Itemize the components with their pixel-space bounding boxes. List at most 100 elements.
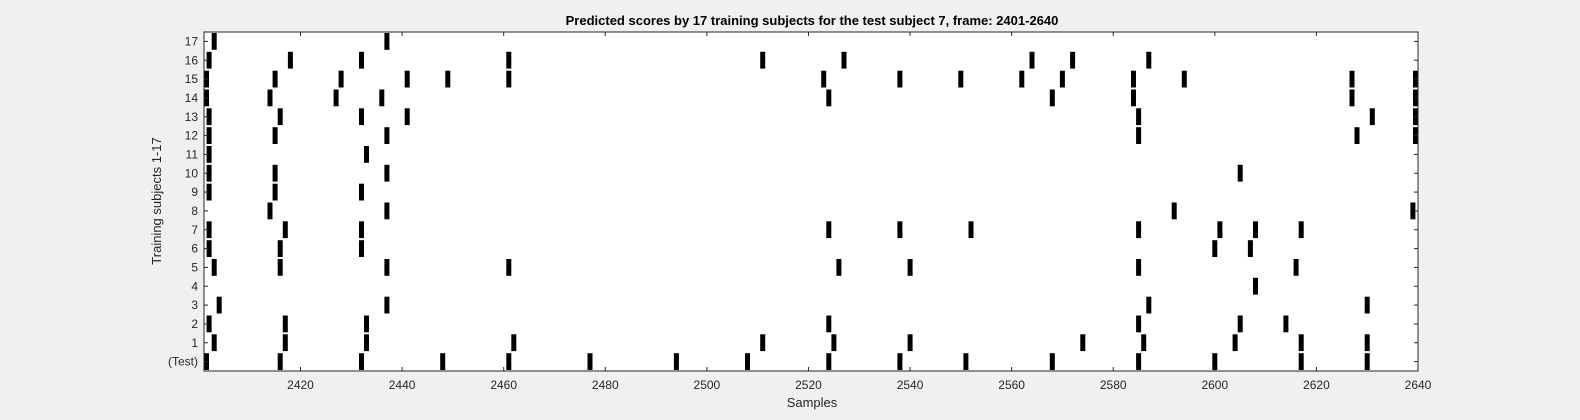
event-mark xyxy=(206,221,212,239)
event-mark xyxy=(897,353,903,370)
y-tick-label: 1 xyxy=(191,336,198,350)
plot-area xyxy=(204,32,1418,371)
event-mark xyxy=(506,353,512,370)
event-mark xyxy=(1049,353,1055,370)
event-mark xyxy=(272,127,278,144)
event-mark xyxy=(506,51,512,69)
event-mark xyxy=(760,334,766,352)
event-mark xyxy=(1131,89,1136,107)
y-axis-label: Training subjects 1-17 xyxy=(149,137,164,264)
event-mark xyxy=(968,221,974,239)
x-axis-label: Samples xyxy=(787,395,838,410)
event-mark xyxy=(384,259,390,276)
event-mark xyxy=(1080,334,1086,352)
event-mark xyxy=(1349,70,1355,88)
x-tick-label: 2500 xyxy=(694,378,721,392)
chart-title: Predicted scores by 17 training subjects… xyxy=(566,13,1059,28)
event-mark xyxy=(359,108,364,126)
x-tick-label: 2540 xyxy=(897,378,924,392)
event-mark xyxy=(1136,315,1142,333)
event-mark xyxy=(760,51,766,69)
event-mark xyxy=(1217,221,1223,239)
y-tick-label: 2 xyxy=(191,317,198,331)
events-layer xyxy=(204,33,1418,370)
y-tick-label: 9 xyxy=(191,185,198,199)
event-mark xyxy=(958,70,964,88)
event-mark xyxy=(826,221,832,239)
event-mark xyxy=(673,353,679,370)
event-mark xyxy=(1253,221,1258,239)
event-mark xyxy=(826,315,832,333)
x-tick-label: 2640 xyxy=(1405,378,1432,392)
event-mark xyxy=(1141,334,1147,352)
event-mark xyxy=(1369,108,1375,126)
event-mark xyxy=(384,127,390,144)
event-mark xyxy=(1049,89,1055,107)
event-mark xyxy=(272,183,278,201)
event-mark xyxy=(440,353,446,370)
event-mark xyxy=(364,146,369,163)
event-mark xyxy=(282,221,288,239)
ticks-layer: 2420 2440 2460 2480 2500 2520 2540 2560 2580 2600… xyxy=(168,32,1432,392)
event-mark xyxy=(359,240,364,257)
event-mark xyxy=(216,296,222,314)
event-mark xyxy=(1237,315,1243,333)
y-tick-label: 10 xyxy=(185,166,199,180)
event-mark xyxy=(841,51,847,69)
y-tick-label: 15 xyxy=(185,72,199,86)
y-tick-label: 4 xyxy=(191,279,198,293)
event-mark xyxy=(384,296,390,314)
event-mark xyxy=(963,353,969,370)
event-mark xyxy=(897,221,903,239)
y-tick-label: 16 xyxy=(185,53,199,67)
y-tick-label: 11 xyxy=(186,147,199,161)
event-mark xyxy=(1349,89,1355,107)
event-mark xyxy=(364,315,369,333)
x-tick-label: 2560 xyxy=(998,378,1025,392)
event-mark xyxy=(897,70,903,88)
event-mark xyxy=(1237,164,1243,182)
event-mark xyxy=(1171,202,1177,220)
event-mark xyxy=(1298,353,1304,370)
event-mark xyxy=(836,259,842,276)
x-tick-label: 2600 xyxy=(1201,378,1228,392)
event-mark xyxy=(826,353,832,370)
event-mark xyxy=(359,51,364,69)
event-mark xyxy=(267,202,273,220)
event-mark xyxy=(1354,127,1360,144)
event-mark xyxy=(1136,221,1142,239)
y-tick-label: 3 xyxy=(191,298,198,312)
event-mark xyxy=(907,334,913,352)
event-mark xyxy=(1253,277,1258,295)
y-tick-label: 6 xyxy=(191,242,198,256)
event-mark xyxy=(445,70,451,88)
event-mark xyxy=(1364,334,1370,352)
event-mark xyxy=(1136,108,1142,126)
event-mark xyxy=(826,89,832,107)
event-mark xyxy=(1146,296,1152,314)
event-mark xyxy=(384,33,390,50)
event-mark xyxy=(333,89,339,107)
event-mark xyxy=(831,334,837,352)
x-tick-label: 2420 xyxy=(287,378,314,392)
event-mark xyxy=(272,164,278,182)
event-mark xyxy=(1364,353,1370,370)
event-mark xyxy=(206,183,212,201)
y-tick-label: 8 xyxy=(191,204,198,218)
x-tick-label: 2620 xyxy=(1303,378,1330,392)
event-mark xyxy=(1019,70,1025,88)
y-tick-label: 17 xyxy=(185,34,199,48)
event-mark xyxy=(1136,353,1142,370)
event-mark xyxy=(821,70,827,88)
event-mark xyxy=(1136,259,1142,276)
event-mark xyxy=(379,89,385,107)
x-tick-label: 2480 xyxy=(592,378,619,392)
event-mark xyxy=(277,108,283,126)
event-mark xyxy=(1029,51,1035,69)
event-mark xyxy=(1146,51,1152,69)
event-mark xyxy=(359,221,364,239)
y-tick-label: 7 xyxy=(191,223,198,237)
event-mark xyxy=(1131,70,1136,88)
event-mark xyxy=(206,240,212,257)
event-mark xyxy=(211,334,217,352)
